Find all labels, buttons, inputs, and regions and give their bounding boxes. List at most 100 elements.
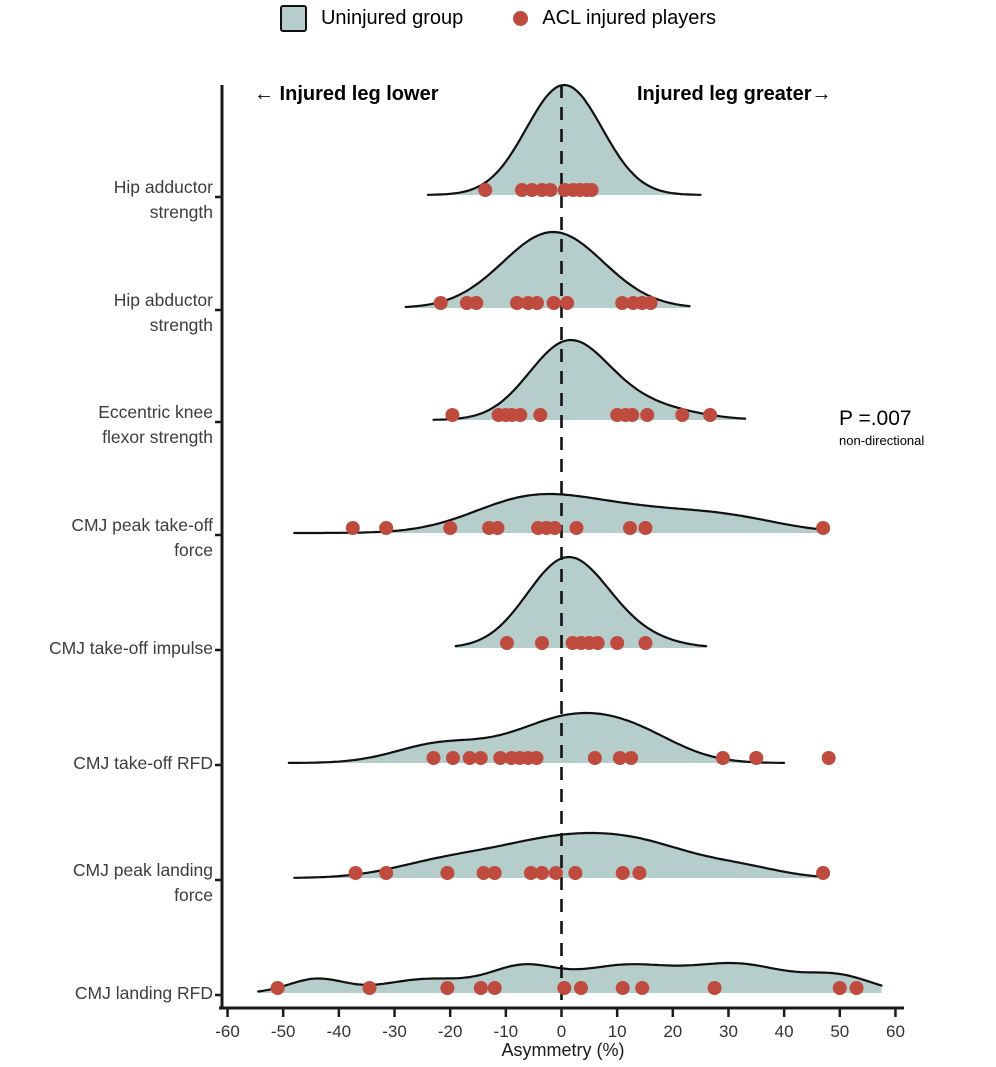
x-axis-title: Asymmetry (%)	[501, 1040, 625, 1060]
acl-player-dot	[821, 751, 836, 765]
acl-player-dot	[473, 981, 488, 995]
acl-player-dot	[638, 636, 653, 650]
acl-player-dot	[426, 751, 441, 765]
x-tick-label: 60	[886, 1022, 905, 1041]
acl-player-dot	[348, 866, 363, 880]
acl-player-dot	[569, 521, 584, 535]
acl-player-dot	[473, 751, 488, 765]
row-label-0: Hip adductor strength	[114, 177, 213, 222]
acl-player-dot	[632, 866, 647, 880]
acl-player-dot	[535, 636, 549, 650]
acl-player-dot	[510, 296, 524, 310]
row-label-6: CMJ peak landing force	[73, 860, 213, 905]
acl-player-dot	[547, 521, 562, 535]
ridge-outline-0	[426, 83, 702, 196]
acl-player-dot	[749, 751, 764, 765]
legend-label-acl: ACL injured players	[542, 6, 717, 29]
acl-player-dot	[816, 866, 831, 880]
acl-player-dot	[433, 296, 448, 310]
acl-player-dot	[615, 296, 630, 310]
row-label-3: CMJ peak take-off force	[71, 515, 213, 560]
acl-player-dot	[610, 636, 625, 650]
legend-label-uninjured: Uninjured group	[320, 6, 464, 29]
acl-player-dot	[715, 751, 730, 765]
acl-player-dot	[487, 866, 502, 880]
row-label-2: Eccentric knee flexor strength	[98, 402, 213, 447]
ridge-outline-4	[454, 555, 708, 648]
direction-note-left: ← Injured leg lower	[254, 83, 439, 105]
acl-player-dot	[490, 521, 505, 535]
x-tick-label: 10	[608, 1022, 627, 1041]
x-tick-label: 30	[719, 1022, 738, 1041]
acl-player-dot	[816, 521, 831, 535]
legend: Uninjured group ACL injured players	[0, 2, 996, 34]
acl-player-dot	[270, 981, 285, 995]
acl-player-dot	[587, 751, 602, 765]
acl-player-dot	[560, 296, 575, 310]
acl-player-dot	[515, 183, 529, 197]
acl-player-dot	[832, 981, 847, 995]
uninjured-group-swatch	[279, 4, 307, 32]
x-tick-label: -50	[271, 1022, 296, 1041]
ridge-fill-6	[294, 833, 824, 878]
acl-player-dot	[703, 408, 718, 422]
row-label-7: CMJ landing RFD	[75, 983, 213, 1003]
acl-player-dot	[529, 751, 544, 765]
ridge-fill-1	[405, 232, 690, 308]
row-label-5: CMJ take-off RFD	[73, 753, 213, 773]
ridge-fill-4	[455, 557, 707, 648]
acl-player-dot	[623, 521, 637, 535]
x-tick-label: -10	[494, 1022, 519, 1041]
acl-player-dot	[533, 408, 548, 422]
ridge-fill-2	[433, 340, 746, 420]
acl-player-dot	[615, 866, 630, 880]
row-label-4: CMJ take-off impulse	[49, 638, 213, 658]
acl-player-dot	[640, 408, 655, 422]
ridge-outline-7	[257, 961, 883, 993]
row-label-1: Hip abductor strength	[114, 290, 213, 335]
x-tick-label: -30	[382, 1022, 407, 1041]
acl-player-dot	[379, 866, 394, 880]
ridge-fill-7	[258, 963, 882, 993]
acl-player-dot	[546, 296, 561, 310]
acl-player-dot	[612, 751, 627, 765]
acl-player-dot	[568, 866, 583, 880]
x-tick-label: 0	[557, 1022, 566, 1041]
acl-player-dot	[445, 408, 460, 422]
ridge-fill-5	[288, 713, 785, 763]
acl-player-dot	[543, 183, 558, 197]
acl-player-dot	[523, 866, 538, 880]
direction-note-right: Injured leg greater→	[637, 83, 832, 105]
acl-player-dot	[574, 981, 588, 995]
acl-player-dot	[476, 866, 491, 880]
acl-player-dot	[624, 751, 639, 765]
ridge-outline-1	[404, 230, 691, 309]
acl-player-dot	[535, 866, 549, 880]
x-tick-label: 50	[830, 1022, 849, 1041]
acl-player-dot	[635, 981, 650, 995]
acl-player-dot	[500, 636, 514, 650]
acl-player-dot	[362, 981, 377, 995]
ridge-outline-5	[287, 711, 786, 764]
acl-player-dot	[638, 521, 653, 535]
p-value-annotation: P =.007 non-directional	[839, 407, 924, 449]
p-value: P =.007	[839, 407, 912, 430]
acl-player-dot	[530, 296, 544, 310]
acl-player-dot	[707, 981, 722, 995]
acl-player-dot	[440, 866, 455, 880]
x-tick-label: 40	[775, 1022, 794, 1041]
acl-player-dot	[487, 981, 502, 995]
x-tick-label: 20	[663, 1022, 682, 1041]
acl-injured-dot-swatch	[513, 10, 529, 26]
acl-player-dot	[345, 521, 360, 535]
ridge-fill-0	[427, 85, 701, 195]
acl-player-dot	[440, 981, 455, 995]
acl-player-dot	[443, 521, 458, 535]
acl-player-dot	[548, 866, 563, 880]
x-tick-label: -20	[438, 1022, 463, 1041]
p-value-note: non-directional	[839, 433, 925, 449]
acl-player-dot	[849, 981, 864, 995]
acl-player-dot	[590, 636, 605, 650]
